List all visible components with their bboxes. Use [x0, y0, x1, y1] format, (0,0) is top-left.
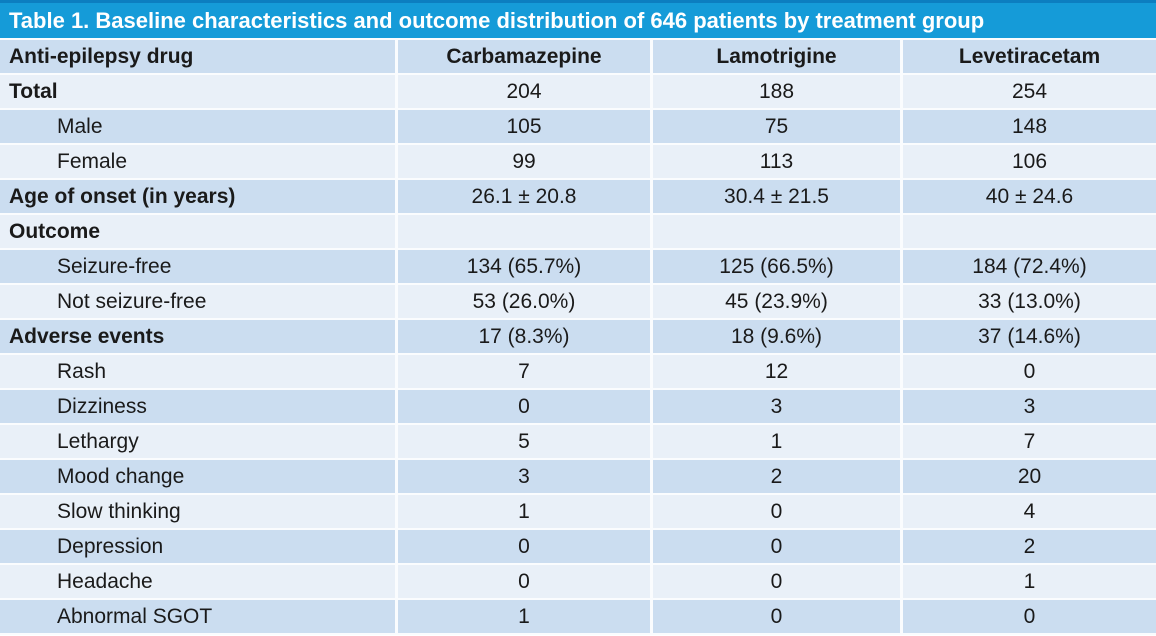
- row-label: Abnormal SGOT: [0, 600, 395, 635]
- table-row-outcome: Outcome: [0, 215, 1156, 250]
- cell-value: 1: [650, 425, 900, 460]
- cell-value: 20: [900, 460, 1156, 495]
- cell-value: 5: [395, 425, 650, 460]
- cell-value: 1: [395, 600, 650, 635]
- cell-value: 45 (23.9%): [650, 285, 900, 320]
- cell-value: 0: [650, 530, 900, 565]
- row-label: Age of onset (in years): [0, 180, 395, 215]
- row-label: Mood change: [0, 460, 395, 495]
- cell-value: [650, 215, 900, 250]
- table-row-abnormal-sgot: Abnormal SGOT 1 0 0: [0, 600, 1156, 635]
- table-row-slow-thinking: Slow thinking 1 0 4: [0, 495, 1156, 530]
- row-label: Male: [0, 110, 395, 145]
- cell-value: 2: [900, 530, 1156, 565]
- cell-value: 1: [900, 565, 1156, 600]
- cell-value: 188: [650, 75, 900, 110]
- table-title: Table 1. Baseline characteristics and ou…: [0, 3, 1156, 40]
- cell-value: 0: [900, 355, 1156, 390]
- row-label: Rash: [0, 355, 395, 390]
- cell-value: 17 (8.3%): [395, 320, 650, 355]
- cell-value: [395, 215, 650, 250]
- table-row-not-seizure-free: Not seizure-free 53 (26.0%) 45 (23.9%) 3…: [0, 285, 1156, 320]
- cell-value: 53 (26.0%): [395, 285, 650, 320]
- column-header-levetiracetam: Levetiracetam: [900, 40, 1156, 75]
- header-row: Anti-epilepsy drug Carbamazepine Lamotri…: [0, 40, 1156, 75]
- cell-value: 3: [395, 460, 650, 495]
- cell-value: 184 (72.4%): [900, 250, 1156, 285]
- cell-value: 7: [395, 355, 650, 390]
- cell-value: 0: [395, 565, 650, 600]
- row-label: Lethargy: [0, 425, 395, 460]
- cell-value: 2: [650, 460, 900, 495]
- cell-value: 134 (65.7%): [395, 250, 650, 285]
- cell-value: 106: [900, 145, 1156, 180]
- cell-value: 37 (14.6%): [900, 320, 1156, 355]
- cell-value: 0: [650, 495, 900, 530]
- table-row-seizure-free: Seizure-free 134 (65.7%) 125 (66.5%) 184…: [0, 250, 1156, 285]
- cell-value: 254: [900, 75, 1156, 110]
- table-row-male: Male 105 75 148: [0, 110, 1156, 145]
- row-label: Not seizure-free: [0, 285, 395, 320]
- cell-value: 0: [900, 600, 1156, 635]
- cell-value: 18 (9.6%): [650, 320, 900, 355]
- row-label: Headache: [0, 565, 395, 600]
- row-label: Slow thinking: [0, 495, 395, 530]
- table-row-dizziness: Dizziness 0 3 3: [0, 390, 1156, 425]
- table-row-female: Female 99 113 106: [0, 145, 1156, 180]
- row-label: Outcome: [0, 215, 395, 250]
- row-label: Female: [0, 145, 395, 180]
- cell-value: 0: [650, 565, 900, 600]
- cell-value: 40 ± 24.6: [900, 180, 1156, 215]
- cell-value: 33 (13.0%): [900, 285, 1156, 320]
- cell-value: 4: [900, 495, 1156, 530]
- cell-value: 3: [900, 390, 1156, 425]
- row-label: Total: [0, 75, 395, 110]
- table-row-rash: Rash 7 12 0: [0, 355, 1156, 390]
- cell-value: 125 (66.5%): [650, 250, 900, 285]
- cell-value: 0: [650, 600, 900, 635]
- cell-value: 7: [900, 425, 1156, 460]
- table-row-lethargy: Lethargy 5 1 7: [0, 425, 1156, 460]
- table-row-adverse-events: Adverse events 17 (8.3%) 18 (9.6%) 37 (1…: [0, 320, 1156, 355]
- cell-value: 1: [395, 495, 650, 530]
- table-row-total: Total 204 188 254: [0, 75, 1156, 110]
- table-row-age-of-onset: Age of onset (in years) 26.1 ± 20.8 30.4…: [0, 180, 1156, 215]
- cell-value: 26.1 ± 20.8: [395, 180, 650, 215]
- cell-value: 0: [395, 530, 650, 565]
- cell-value: 148: [900, 110, 1156, 145]
- row-label: Seizure-free: [0, 250, 395, 285]
- table-row-depression: Depression 0 0 2: [0, 530, 1156, 565]
- cell-value: 30.4 ± 21.5: [650, 180, 900, 215]
- column-header-drug: Anti-epilepsy drug: [0, 40, 395, 75]
- cell-value: 105: [395, 110, 650, 145]
- cell-value: [900, 215, 1156, 250]
- column-header-lamotrigine: Lamotrigine: [650, 40, 900, 75]
- cell-value: 99: [395, 145, 650, 180]
- cell-value: 75: [650, 110, 900, 145]
- cell-value: 12: [650, 355, 900, 390]
- cell-value: 204: [395, 75, 650, 110]
- baseline-characteristics-table: Anti-epilepsy drug Carbamazepine Lamotri…: [0, 40, 1156, 635]
- row-label: Adverse events: [0, 320, 395, 355]
- cell-value: 113: [650, 145, 900, 180]
- table-row-mood-change: Mood change 3 2 20: [0, 460, 1156, 495]
- row-label: Dizziness: [0, 390, 395, 425]
- table-row-headache: Headache 0 0 1: [0, 565, 1156, 600]
- cell-value: 3: [650, 390, 900, 425]
- cell-value: 0: [395, 390, 650, 425]
- column-header-carbamazepine: Carbamazepine: [395, 40, 650, 75]
- row-label: Depression: [0, 530, 395, 565]
